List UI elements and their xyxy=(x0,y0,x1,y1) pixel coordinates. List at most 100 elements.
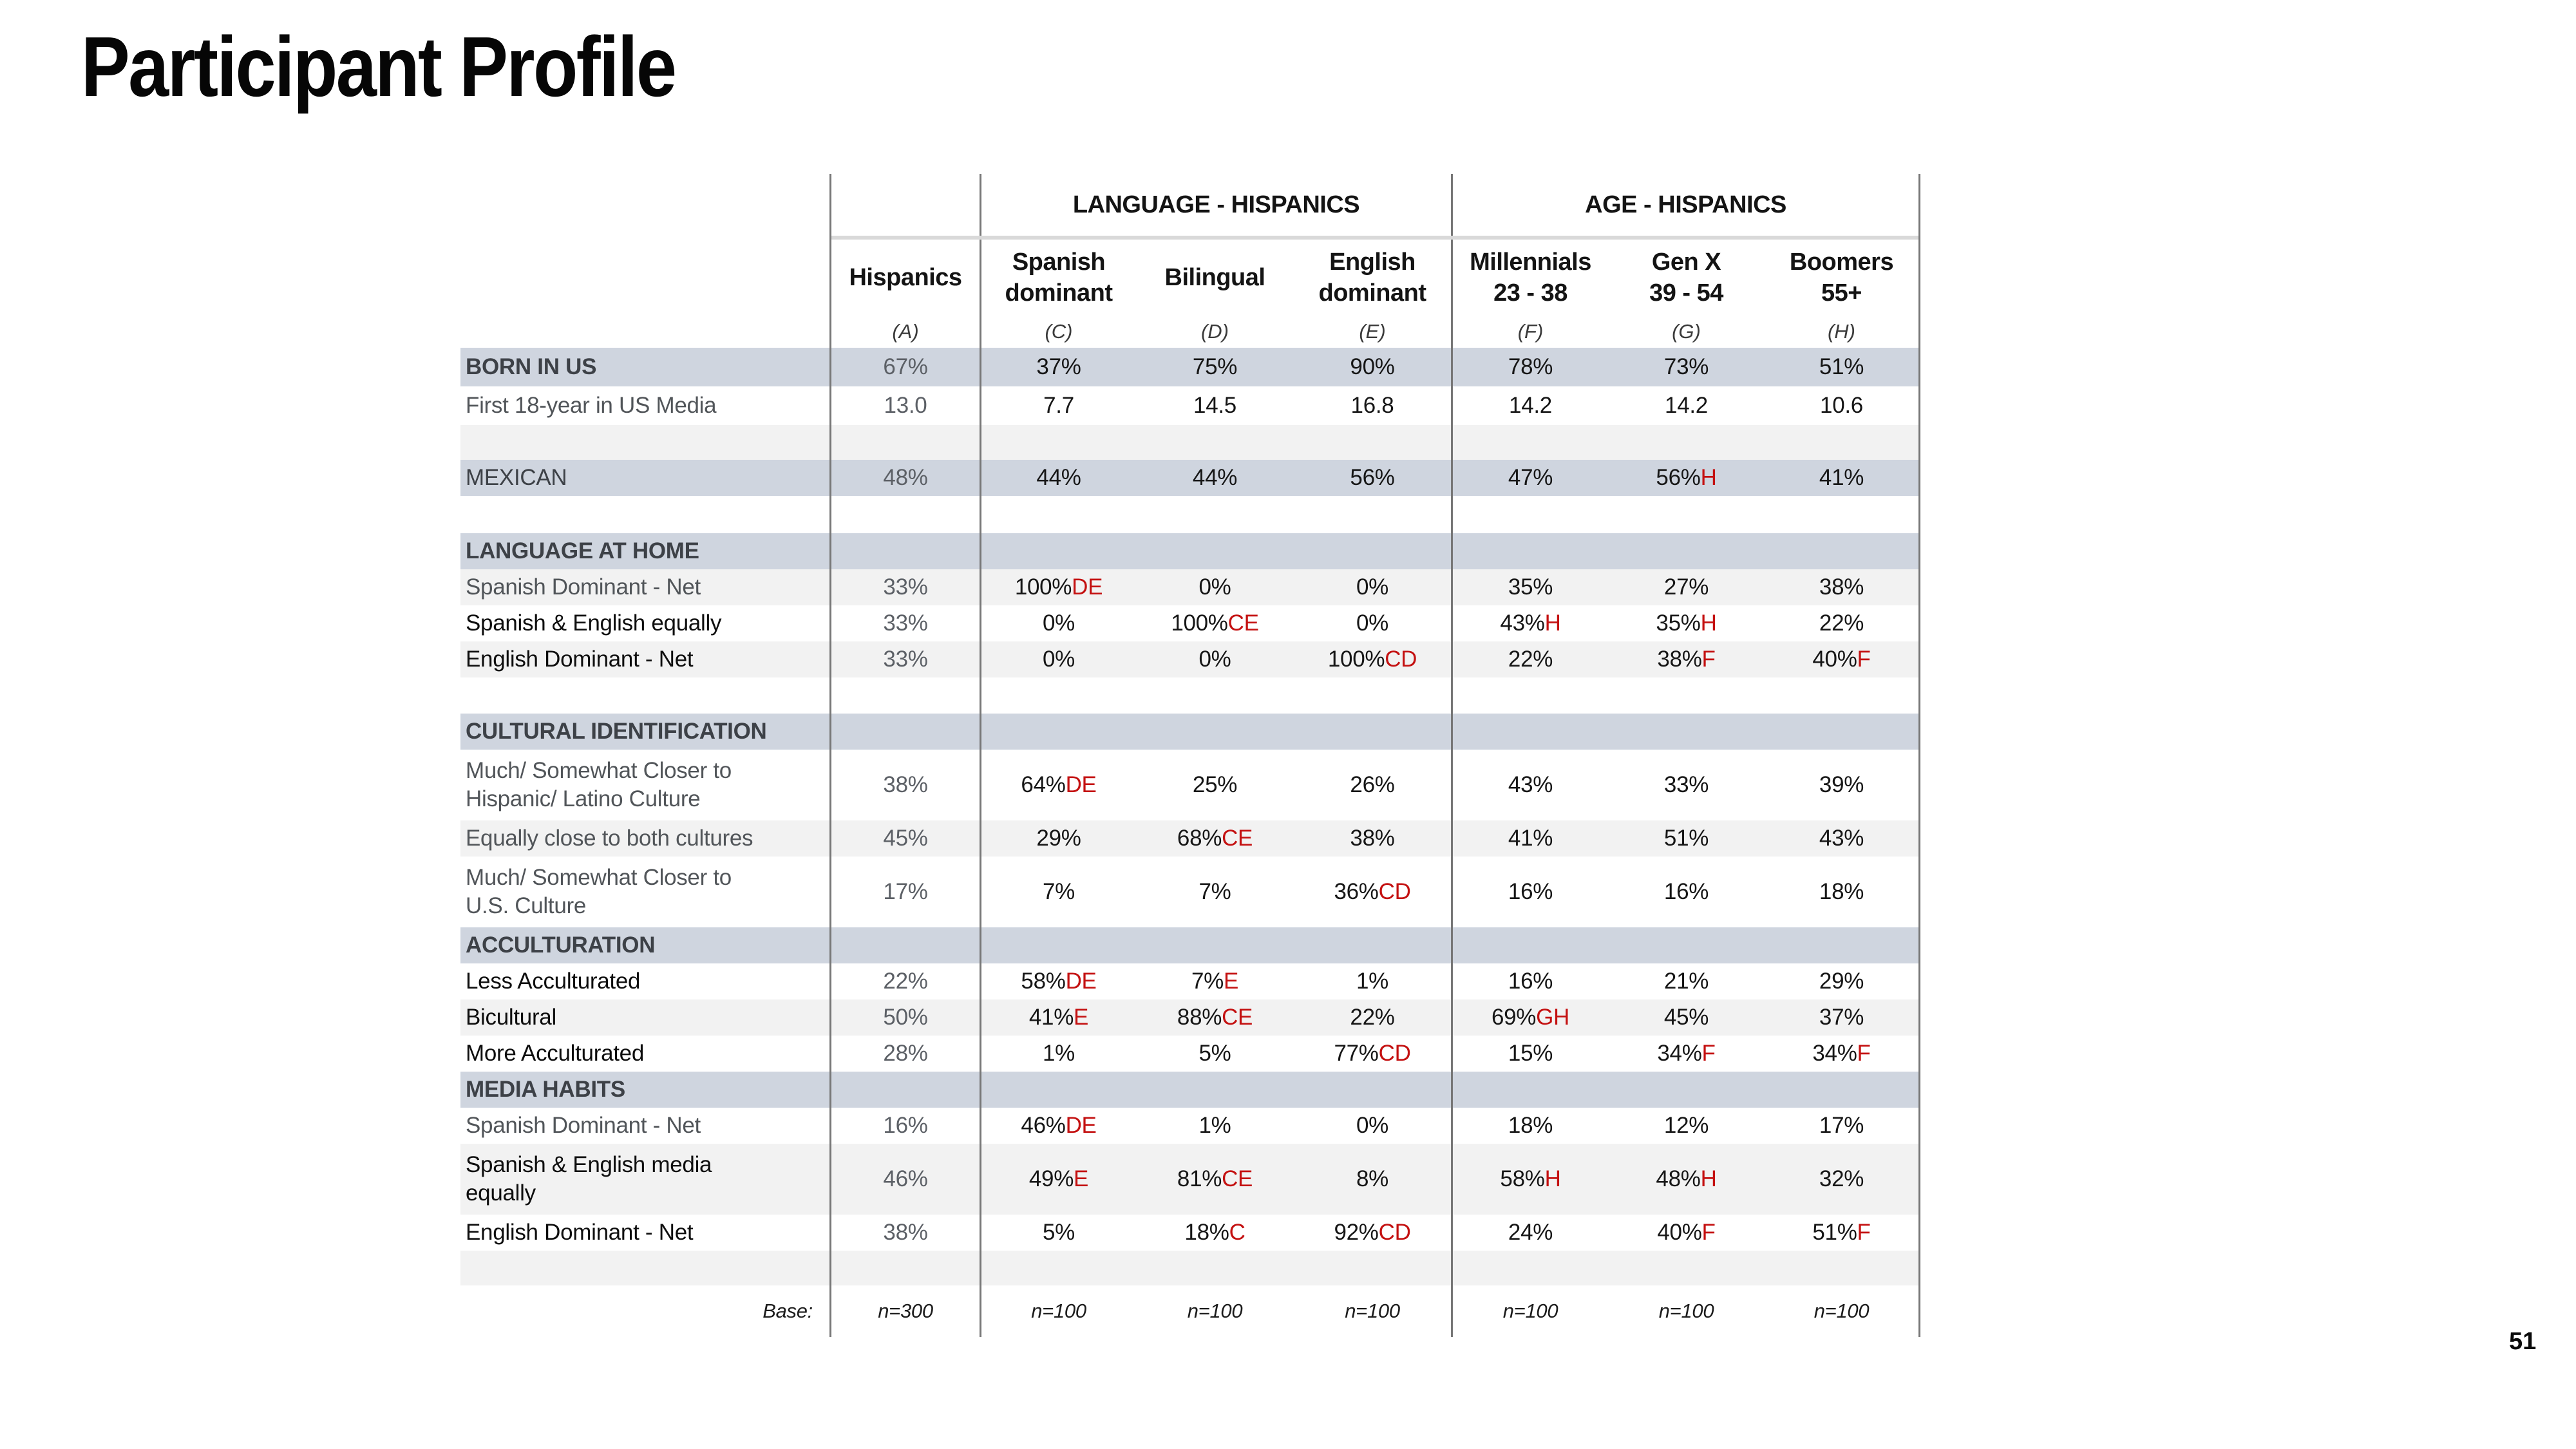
group-header-empty-label xyxy=(460,174,829,236)
header-divider xyxy=(829,236,1920,240)
value-cell: 41% xyxy=(1451,820,1608,857)
value-cell xyxy=(1294,533,1451,569)
value-cell xyxy=(829,533,981,569)
value-cell xyxy=(1451,1251,1608,1285)
section-row: CULTURAL IDENTIFICATION xyxy=(460,714,1920,750)
col-header-genx: Gen X 39 - 54 xyxy=(1649,249,1723,307)
value-cell: 29% xyxy=(1036,826,1081,851)
value-cell: 41% xyxy=(1765,460,1920,496)
significance-letter: DE xyxy=(1065,772,1097,797)
value-cell: 18% xyxy=(1765,857,1920,927)
value-cell: 38% xyxy=(1350,826,1395,851)
table-row: Bicultural 50% 41% E 88% CE 22% 69% GH 45% 37% xyxy=(460,999,1920,1036)
value-cell: 28% xyxy=(829,1036,981,1072)
value-cell: 33% xyxy=(829,641,981,677)
value-cell: 0% xyxy=(1043,611,1075,636)
value-cell xyxy=(1608,496,1765,533)
value-cell: 41% E xyxy=(1028,1005,1089,1030)
value-cell xyxy=(1294,496,1451,533)
value-cell: 44% xyxy=(1192,465,1238,490)
value-cell xyxy=(1294,1251,1451,1285)
significance-letter: C xyxy=(1229,1220,1245,1245)
value-cell: 16% xyxy=(829,1108,981,1144)
significance-letter: CE xyxy=(1222,826,1253,851)
value-cell xyxy=(1136,1251,1294,1285)
significance-letter: H xyxy=(1700,1166,1717,1191)
col-letter-f: (F) xyxy=(1451,316,1608,348)
value-cell: 24% xyxy=(1451,1215,1608,1251)
group-header-empty-hispanics xyxy=(829,174,981,236)
value-cell: 37% xyxy=(1036,354,1081,379)
row-label: MEXICAN xyxy=(466,465,567,490)
spacer-row xyxy=(460,677,1920,714)
page-title: Participant Profile xyxy=(81,19,677,114)
significance-letter: F xyxy=(1701,1041,1716,1066)
row-label: Much/ Somewhat Closer to U.S. Culture xyxy=(466,865,732,918)
value-cell: n=100 xyxy=(1187,1300,1243,1322)
value-cell: 46% xyxy=(829,1144,981,1215)
value-cell: n=300 xyxy=(829,1285,981,1337)
value-cell: 38% xyxy=(829,750,981,820)
value-cell: 5% xyxy=(1043,1220,1075,1245)
value-cell xyxy=(1765,1072,1920,1108)
value-cell: 18% C xyxy=(1184,1220,1245,1245)
value-cell: 32% xyxy=(1765,1144,1920,1215)
value-cell: 81% CE xyxy=(1177,1166,1253,1191)
group-header-age: AGE - HISPANICS xyxy=(1451,174,1920,236)
table-row: Spanish & English equally 33% 0% 100% CE 0% 43… xyxy=(460,605,1920,641)
row-label xyxy=(460,425,829,460)
significance-letter: DE xyxy=(1065,969,1097,994)
significance-letter: CD xyxy=(1385,647,1417,672)
value-cell: 44% xyxy=(1036,465,1081,490)
table-row: Equally close to both cultures 45% 29% 68% C… xyxy=(460,820,1920,857)
value-cell: 17% xyxy=(1765,1108,1920,1144)
table-row: Much/ Somewhat Closer to U.S. Culture 17%… xyxy=(460,857,1920,927)
value-cell xyxy=(1765,927,1920,963)
significance-letter: E xyxy=(1074,1166,1089,1191)
col-header-hispanics: Hispanics xyxy=(829,240,981,316)
row-label: CULTURAL IDENTIFICATION xyxy=(466,719,767,744)
value-cell xyxy=(829,714,981,750)
section-row: MEDIA HABITS xyxy=(460,1072,1920,1108)
value-cell: 100% CD xyxy=(1327,647,1417,672)
value-cell: 67% xyxy=(829,348,981,386)
table-row: First 18-year in US Media 13.0 7.7 14.5 16.8… xyxy=(460,386,1920,425)
value-cell xyxy=(1608,714,1765,750)
value-cell: 29% xyxy=(1765,963,1920,999)
significance-letter: E xyxy=(1223,969,1239,994)
value-cell: 43% xyxy=(1765,820,1920,857)
value-cell: 50% xyxy=(829,999,981,1036)
value-cell: 56% H xyxy=(1656,465,1717,490)
row-label: ACCULTURATION xyxy=(466,933,656,958)
value-cell xyxy=(1765,496,1920,533)
col-header-millennials: Millennials 23 - 38 xyxy=(1451,240,1608,316)
group-header-row: LANGUAGE - HISPANICS AGE - HISPANICS xyxy=(460,174,1920,236)
value-cell: 16% xyxy=(1663,879,1709,904)
value-cell: 78% xyxy=(1451,348,1608,386)
value-cell xyxy=(1136,496,1294,533)
value-cell: 64% DE xyxy=(1021,772,1097,797)
value-cell xyxy=(1608,927,1765,963)
col-letter-h: (H) xyxy=(1765,316,1920,348)
value-cell: 1% xyxy=(1356,969,1388,994)
value-cell xyxy=(981,496,1136,533)
table-row: BORN IN US 67% 37% 75% 90% 78% 73% 51% xyxy=(460,348,1920,386)
value-cell xyxy=(1451,1072,1608,1108)
value-cell: 38% xyxy=(829,1215,981,1251)
table-row: English Dominant - Net 38% 5% 18% C 92% CD 24% 4… xyxy=(460,1215,1920,1251)
spacer-row xyxy=(460,1251,1920,1285)
value-cell xyxy=(1765,714,1920,750)
value-cell xyxy=(1765,1251,1920,1285)
value-cell: 22% xyxy=(829,963,981,999)
significance-letter: CE xyxy=(1227,611,1259,636)
value-cell: 16% xyxy=(1451,857,1608,927)
value-cell: 46% DE xyxy=(1021,1113,1097,1138)
participant-profile-table: LANGUAGE - HISPANICS AGE - HISPANICS His… xyxy=(460,174,1920,1337)
column-header-empty xyxy=(460,240,829,316)
value-cell: 45% xyxy=(1663,1005,1709,1030)
value-cell: 34% F xyxy=(1657,1041,1716,1066)
value-cell: 10.6 xyxy=(1765,386,1920,425)
value-cell: 88% CE xyxy=(1177,1005,1253,1030)
table-row: English Dominant - Net 33% 0% 0% 100% CD 22% 38… xyxy=(460,641,1920,677)
col-header-spanish-dominant: Spanish dominant xyxy=(1005,249,1113,307)
